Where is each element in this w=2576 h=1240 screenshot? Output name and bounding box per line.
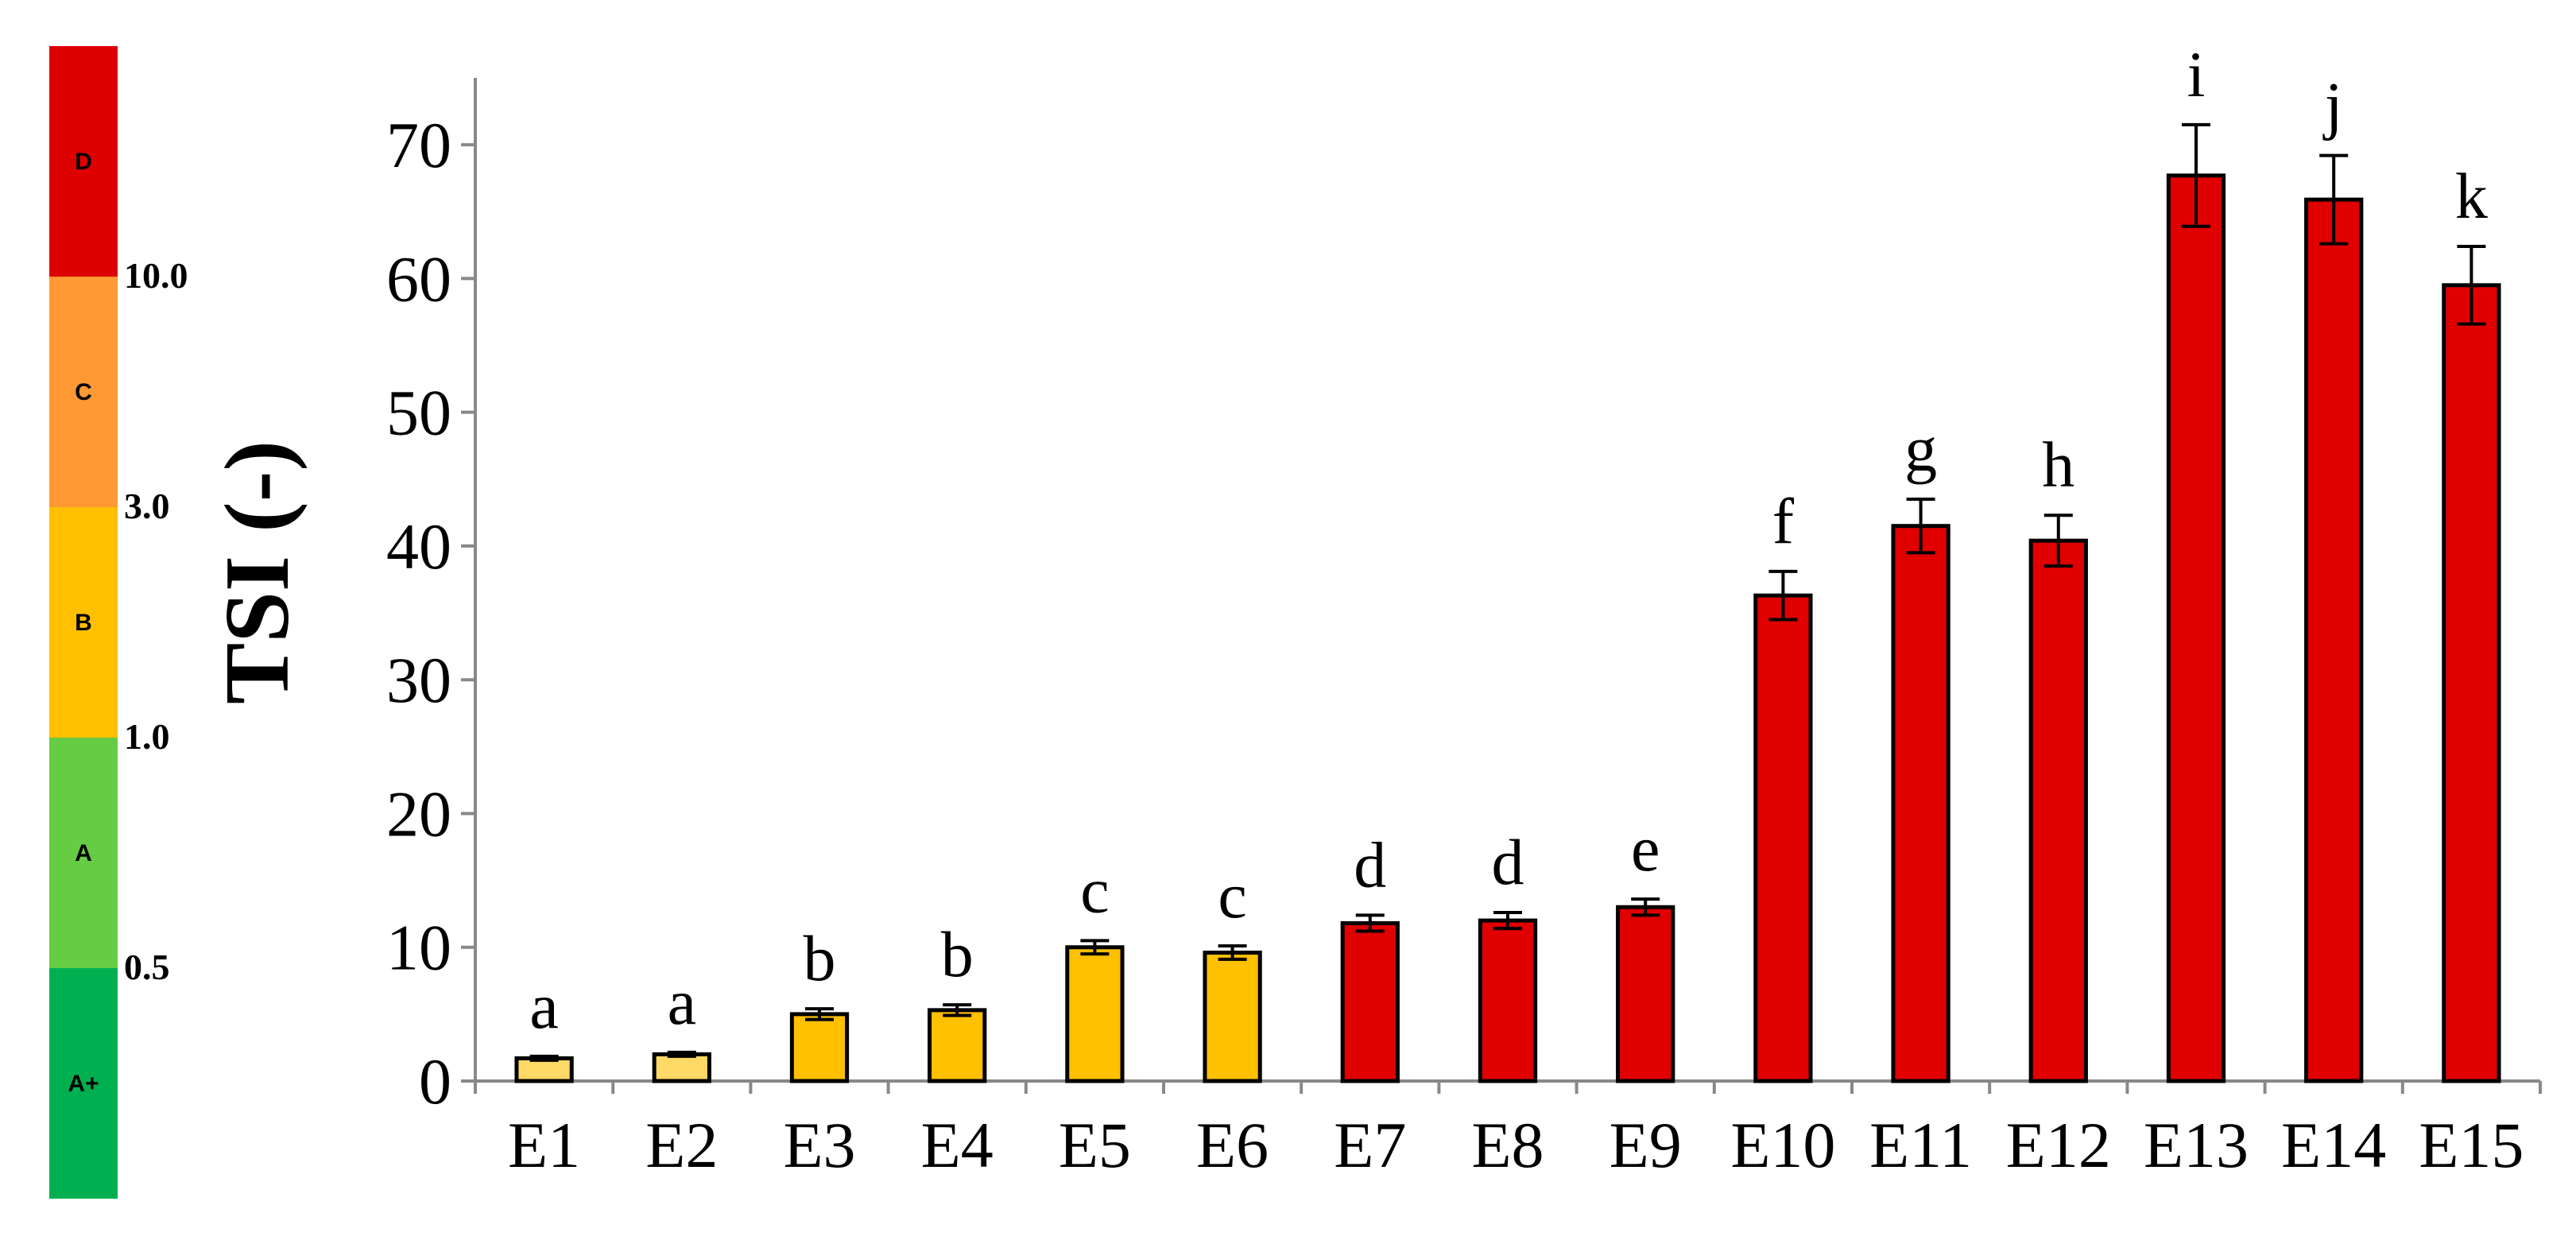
scale-segment-c [49,277,118,507]
y-tick-label: 40 [386,510,451,583]
bar-e5 [1065,945,1125,1083]
x-tick-label: E13 [2144,1109,2249,1181]
bar-e8 [1478,918,1538,1083]
x-tick-label: E14 [2281,1109,2386,1181]
significance-letter: h [2042,428,2074,501]
x-tick-label: E5 [1059,1109,1131,1181]
significance-letter: e [1631,812,1660,885]
significance-letter: a [668,966,696,1038]
y-axis-label: TSI (-) [207,440,308,704]
significance-letter: b [804,922,836,994]
bar-e3 [789,1012,850,1083]
bar-e2 [652,1052,711,1083]
significance-letter: f [1772,485,1795,557]
bar-e6 [1203,950,1262,1083]
scale-segment-d [49,46,118,277]
y-tick-label: 60 [386,242,451,315]
bar-e12 [2028,538,2088,1083]
scale-threshold-label: 3.0 [124,486,170,526]
scale-class-label: B [75,610,92,636]
x-tick-label: E2 [645,1109,718,1181]
bar-e4 [928,1008,987,1083]
significance-letter: i [2187,38,2206,110]
scale-threshold-label: 0.5 [124,947,170,987]
x-tick-label: E1 [508,1109,580,1181]
y-tick-label: 50 [386,377,451,449]
scale-threshold-label: 1.0 [124,716,170,757]
y-tick-label: 70 [386,109,451,181]
y-tick-label: 20 [386,777,451,850]
x-tick-label: E15 [2419,1109,2524,1181]
x-tick-label: E11 [1869,1109,1972,1181]
bar-e10 [1753,593,1813,1083]
scale-class-label: C [75,379,92,405]
x-tick-label: E7 [1334,1109,1406,1181]
significance-letter: c [1080,854,1109,926]
x-tick-label: E6 [1196,1109,1269,1181]
scale-class-label: A [75,840,92,866]
x-tick-label: E12 [2006,1109,2111,1181]
significance-letter: d [1492,826,1524,898]
bar-e15 [2442,283,2501,1083]
stability-scale: D C B A A+ 10.0 3.0 1.0 0.5 [49,46,188,1199]
bar-e13 [2166,173,2226,1083]
significance-letter: d [1354,828,1386,901]
significance-letter: g [1904,413,1937,485]
scale-class-label: D [75,149,92,175]
scale-segment-a [49,738,118,968]
y-tick-label: 0 [419,1045,451,1118]
significance-letter: j [2322,69,2343,141]
x-tick-label: E9 [1610,1109,1682,1181]
y-tick-label: 30 [386,644,451,716]
x-tick-label: E3 [783,1109,855,1181]
x-tick-label: E8 [1471,1109,1544,1181]
bars-group: a E1 a E2 b E3 b E4 c E5 c E6 d E7 d E8 e E9 f E10 g E11 h E12 i… [508,38,2524,1181]
significance-letter: a [529,970,558,1042]
bar-e11 [1891,524,1950,1083]
significance-letter: k [2455,160,2488,232]
bar-e14 [2304,197,2364,1083]
y-tick-label: 10 [386,912,451,984]
x-tick-label: E10 [1730,1109,1835,1181]
scale-class-label: A+ [68,1071,99,1097]
x-tick-label: E4 [921,1109,994,1181]
scale-threshold-label: 10.0 [124,255,188,296]
significance-letter: b [941,918,974,990]
scale-segment-a-plus [49,968,118,1199]
bar-e7 [1340,920,1400,1083]
significance-letter: c [1218,859,1246,932]
scale-segment-b [49,507,118,738]
bar-e9 [1616,905,1675,1083]
